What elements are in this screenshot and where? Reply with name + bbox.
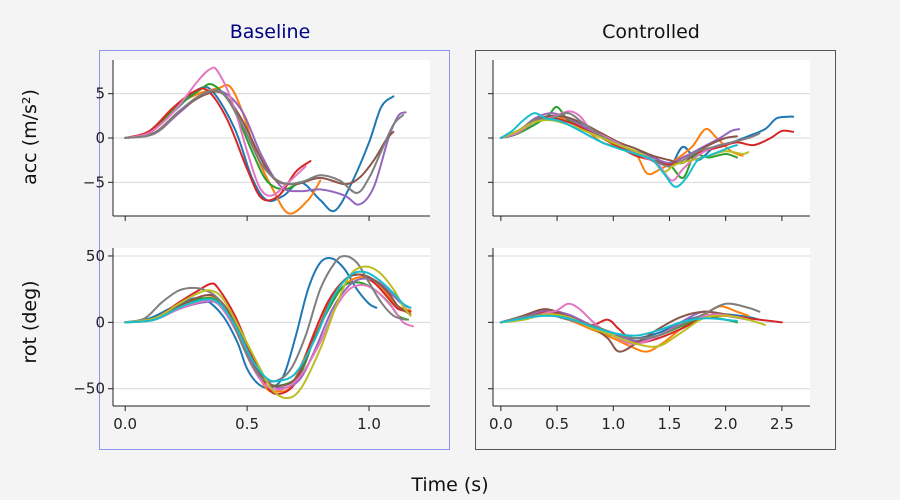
controlled-acc-panel: [488, 60, 810, 221]
baseline-acc-ytick-label: −5: [83, 173, 105, 191]
baseline-rot-series-line-7: [124, 283, 414, 391]
baseline-group-frame: [99, 50, 450, 450]
baseline-acc-panel: −5 0 5: [83, 60, 430, 221]
baseline-rot-panel: −50 0 50 0.0 0.5 1.0: [73, 247, 430, 433]
controlled-column-title: Controlled: [602, 21, 700, 43]
controlled-acc-series-line-10: [499, 112, 738, 188]
controlled-rot-plot-area: [493, 248, 810, 406]
controlled-rot-series-line-9: [499, 313, 767, 348]
controlled-group-frame: [475, 50, 836, 450]
baseline-rot-series-line-6: [124, 273, 412, 388]
baseline-acc-ytick-label: 5: [95, 85, 105, 103]
baseline-rot-series-line-10: [124, 270, 412, 383]
baseline-rot-ytick-label: −50: [73, 380, 105, 398]
baseline-column-title: Baseline: [230, 21, 311, 43]
baseline-rot-series-line-9: [124, 265, 412, 400]
controlled-rot-xtick-label: 1.0: [601, 415, 625, 433]
baseline-rot-xtick-label: 0.5: [235, 415, 259, 433]
baseline-rot-series-line-4: [124, 273, 412, 396]
controlled-rot-series-line-6: [499, 308, 738, 353]
acc-row-ylabel: acc (m/s²): [19, 89, 41, 185]
controlled-rot-xtick-label: 1.5: [658, 415, 682, 433]
rot-row-ylabel: rot (deg): [19, 280, 41, 363]
controlled-rot-series-line-10: [499, 314, 738, 337]
controlled-rot-panel: 0.0 0.5 1.0 1.5 2.0 2.5: [488, 248, 810, 433]
baseline-rot-ytick-label: 0: [95, 313, 105, 331]
x-axis-label: Time (s): [410, 474, 488, 496]
baseline-rot-xtick-label: 0.0: [113, 415, 137, 433]
baseline-acc-series-line-7: [124, 66, 307, 197]
controlled-rot-xtick-label: 0.5: [545, 415, 569, 433]
controlled-rot-xtick-label: 2.0: [714, 415, 738, 433]
baseline-acc-ytick-label: 0: [95, 129, 105, 147]
baseline-rot-ytick-label: 50: [86, 247, 105, 265]
baseline-rot-xtick-label: 1.0: [357, 415, 381, 433]
controlled-rot-xtick-label: 2.5: [770, 415, 794, 433]
controlled-rot-xtick-label: 0.0: [489, 415, 513, 433]
baseline-rot-plot-area: [113, 248, 430, 406]
baseline-acc-series-line-8: [124, 89, 405, 194]
